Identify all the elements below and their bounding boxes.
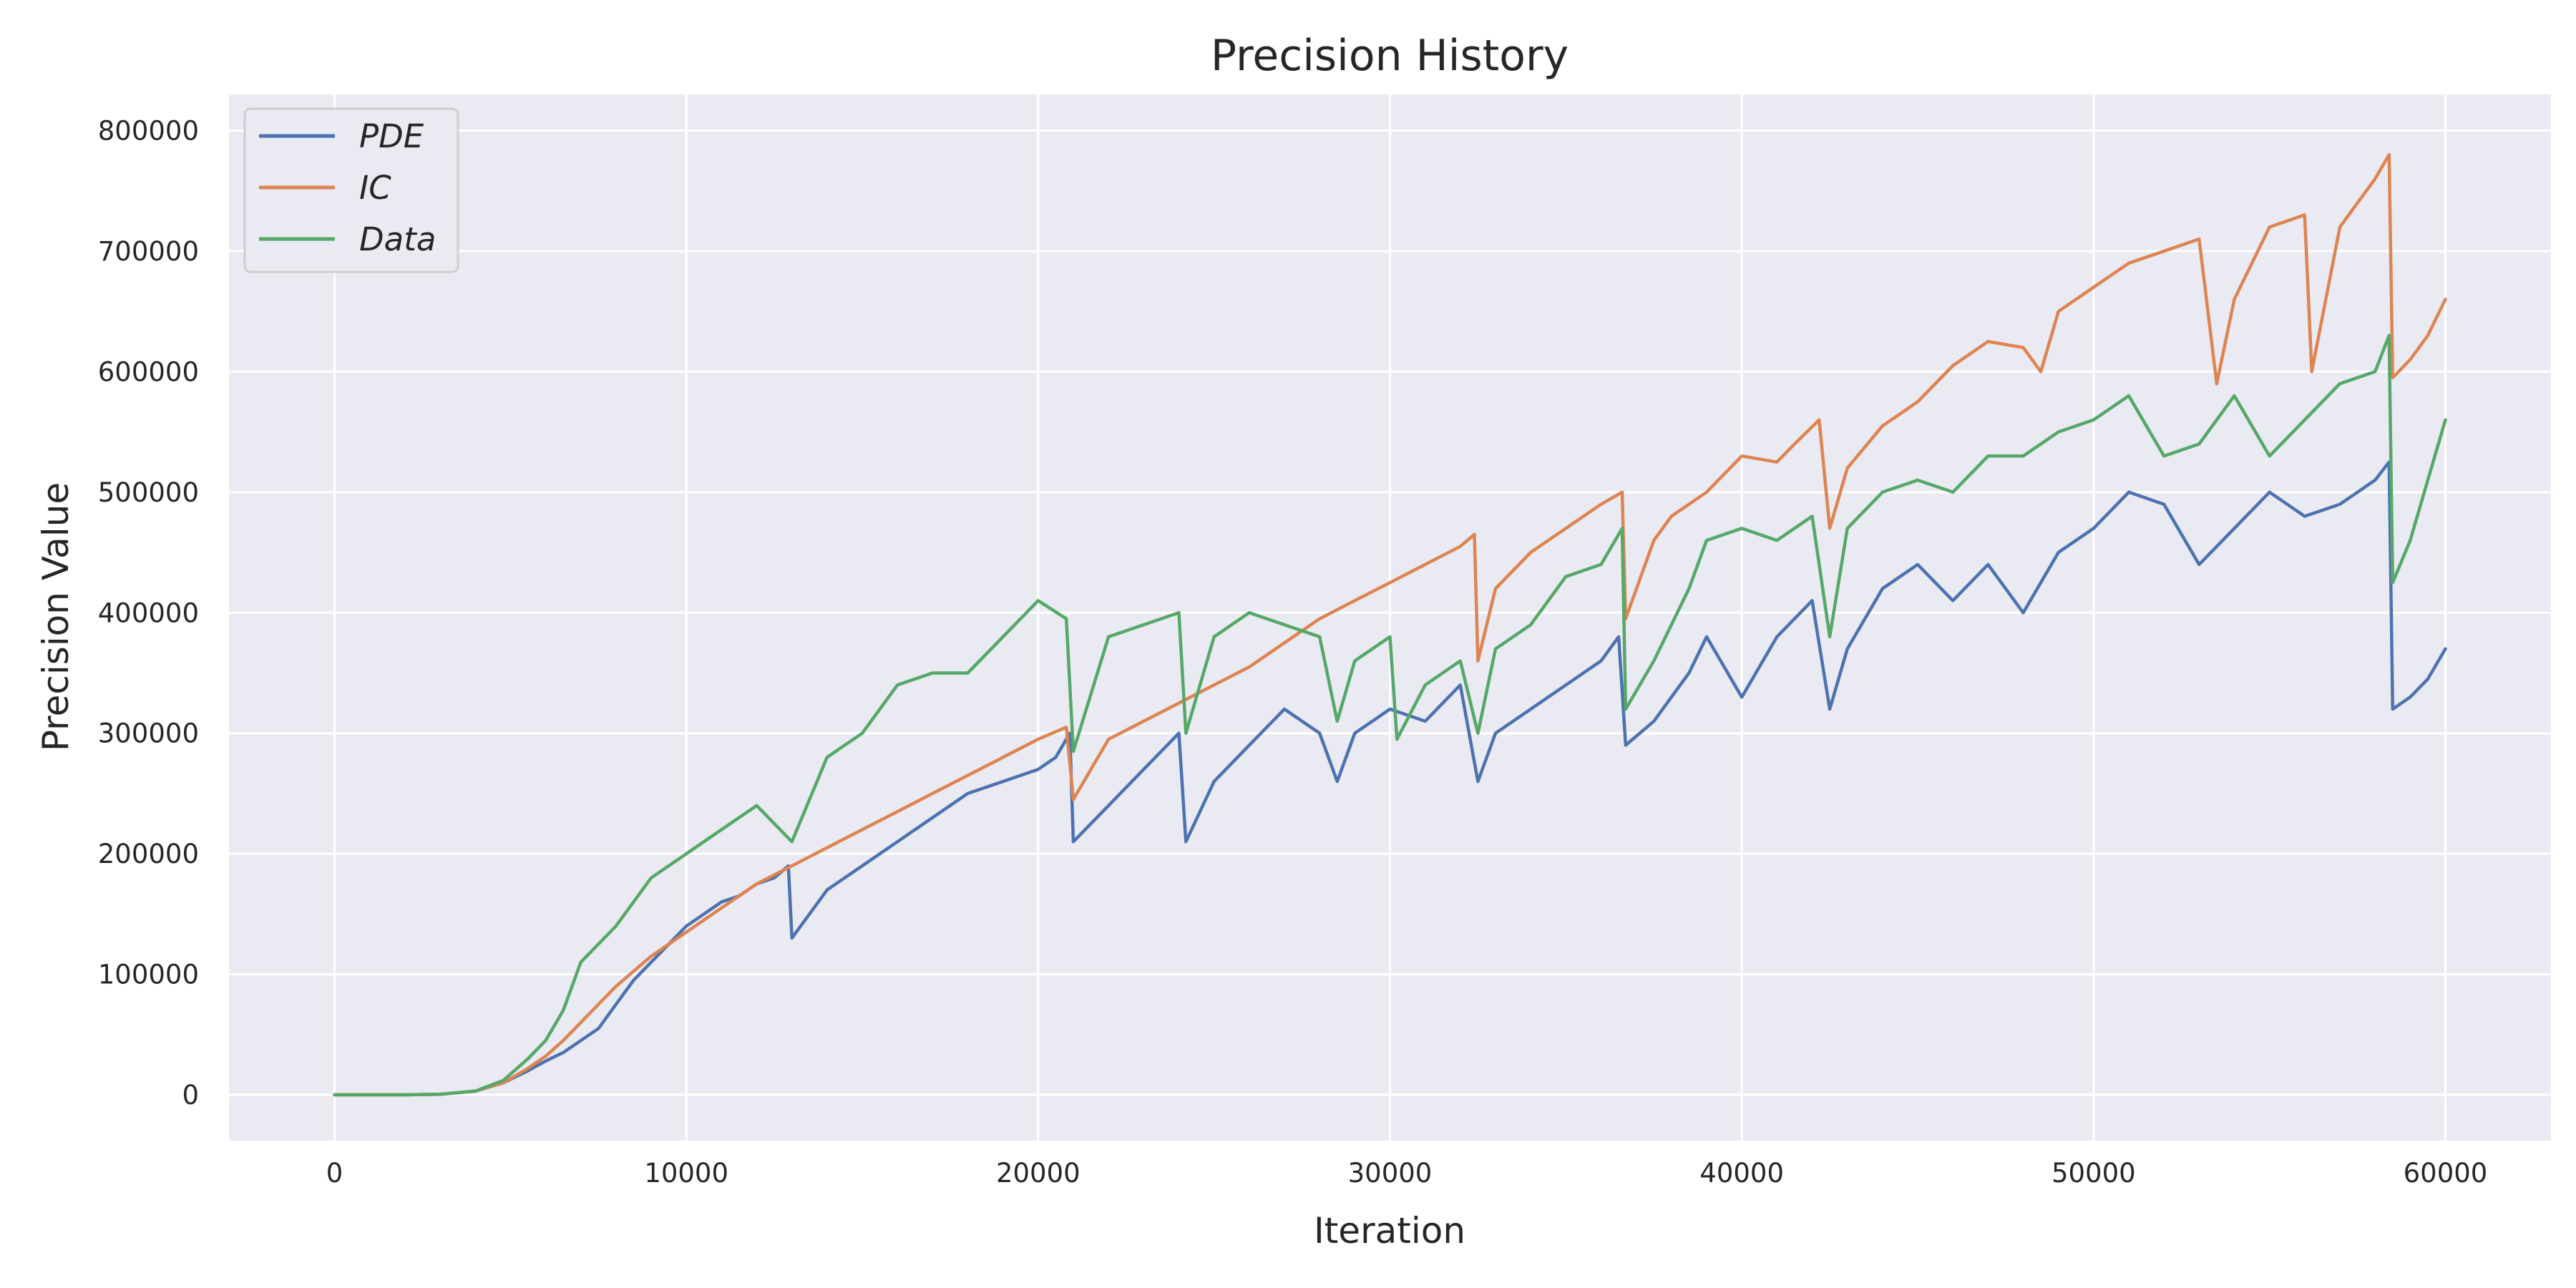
- series-line-ic: [333, 152, 2447, 1097]
- series-line-pde: [333, 460, 2447, 1097]
- y-tick-label: 100000: [98, 960, 199, 990]
- legend-label-pde: PDE: [359, 117, 424, 155]
- x-tick-label: 10000: [644, 1158, 728, 1189]
- legend-label-data: Data: [359, 220, 436, 258]
- y-tick-label: 400000: [98, 597, 199, 628]
- x-tick-label: 60000: [2404, 1158, 2488, 1189]
- x-tick-label: 30000: [1348, 1158, 1433, 1189]
- y-tick-label: 200000: [98, 839, 199, 869]
- y-tick-label: 800000: [98, 116, 199, 147]
- y-tick-label: 500000: [98, 477, 199, 508]
- x-tick-label: 40000: [1699, 1158, 1784, 1189]
- y-tick-label: 700000: [98, 236, 199, 267]
- series-line-data: [333, 333, 2447, 1097]
- x-tick-labels: 0 10000 20000 30000 40000 50000 60000: [326, 1158, 2488, 1189]
- y-axis-label: Precision Value: [35, 482, 77, 751]
- y-tick-label: 600000: [98, 356, 199, 387]
- legend: PDE IC Data: [243, 107, 459, 273]
- y-tick-labels: 0 100000 200000 300000 400000 500000 600000 700…: [98, 116, 199, 1111]
- x-tick-label: 20000: [996, 1158, 1080, 1189]
- grid-lines: [229, 94, 2551, 1141]
- y-tick-label: 0: [182, 1080, 199, 1111]
- x-tick-label: 0: [326, 1158, 343, 1189]
- legend-label-ic: IC: [359, 169, 391, 207]
- x-axis-label: Iteration: [1314, 1210, 1465, 1252]
- chart-title: Precision History: [1211, 31, 1568, 81]
- series-layer: [333, 152, 2447, 1097]
- y-tick-label: 300000: [98, 718, 199, 749]
- x-tick-label: 50000: [2051, 1158, 2136, 1189]
- legend-box: [243, 107, 459, 273]
